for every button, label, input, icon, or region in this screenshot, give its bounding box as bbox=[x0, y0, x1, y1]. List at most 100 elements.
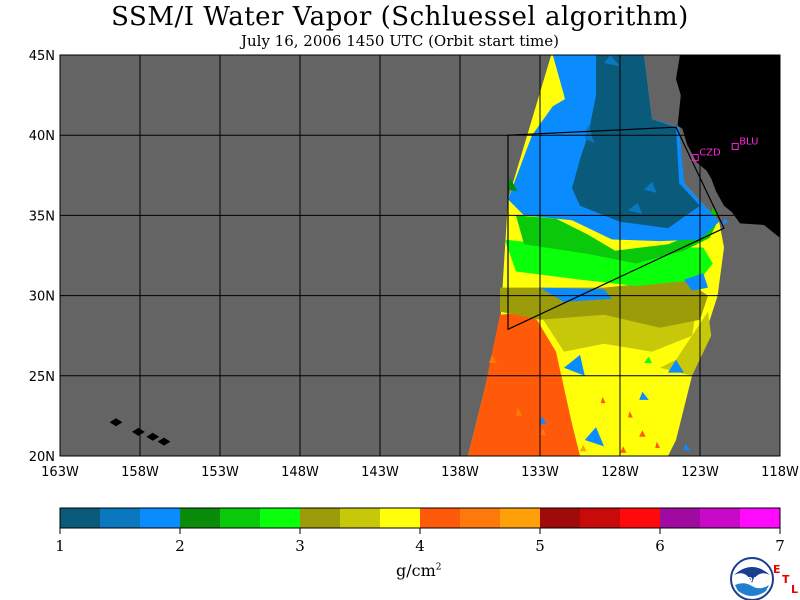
lat-lon-grid bbox=[60, 55, 780, 456]
colorbar-swatch-6 bbox=[300, 508, 341, 528]
swath-band-32 bbox=[584, 124, 595, 144]
swath-band-14 bbox=[644, 356, 652, 363]
swath-band-17 bbox=[684, 443, 691, 452]
x-tick-153W: 153W bbox=[201, 465, 239, 480]
colorbar-swatch-16 bbox=[700, 508, 741, 528]
colorbar-swatch-9 bbox=[420, 508, 461, 528]
colorbar-swatch-10 bbox=[460, 508, 501, 528]
island-3 bbox=[132, 427, 145, 436]
swath-band-22 bbox=[516, 407, 523, 416]
station-label-blu: BLU bbox=[739, 136, 758, 147]
swath-band-1 bbox=[468, 311, 580, 456]
swath-band-25 bbox=[620, 446, 627, 453]
x-tick-163W: 163W bbox=[41, 465, 79, 480]
y-tick-30N: 30N bbox=[29, 290, 55, 305]
y-axis-ticks: 45N 40N 35N 30N 25N 20N bbox=[29, 49, 55, 465]
swath-band-5 bbox=[504, 239, 713, 286]
colorbar-swatch-5 bbox=[260, 508, 301, 528]
colorbar-units-exponent: 2 bbox=[435, 562, 442, 573]
colorbar-swatch-13 bbox=[580, 508, 621, 528]
x-axis-ticks: 163W 158W 153W 148W 143W 138W 133W 128W 123W 118W bbox=[41, 465, 799, 480]
etl-badge-e: E bbox=[773, 563, 781, 576]
colorbar-swatch-8 bbox=[380, 508, 421, 528]
x-tick-133W: 133W bbox=[521, 465, 559, 480]
swath-band-4 bbox=[660, 311, 712, 376]
chart-subtitle: July 16, 2006 1450 UTC (Orbit start time… bbox=[240, 32, 560, 50]
colorbar-units-text: g/cm bbox=[396, 561, 436, 580]
swath-band-6 bbox=[516, 215, 716, 264]
island-0 bbox=[157, 437, 171, 446]
colorbar-tick-6: 6 bbox=[655, 537, 665, 555]
swath-band-10 bbox=[684, 273, 708, 291]
colorbar-swatch-12 bbox=[540, 508, 581, 528]
x-tick-118W: 118W bbox=[761, 465, 799, 480]
etl-badge-t: T bbox=[782, 573, 790, 586]
swath-band-28 bbox=[628, 411, 633, 418]
station-marker-czd bbox=[691, 154, 699, 162]
x-tick-128W: 128W bbox=[601, 465, 639, 480]
swath-band-35 bbox=[644, 181, 657, 193]
y-tick-35N: 35N bbox=[29, 209, 55, 224]
swath-band-13 bbox=[668, 359, 684, 373]
swath-band-31 bbox=[572, 55, 700, 229]
colorbar-swatch-7 bbox=[340, 508, 381, 528]
outlined-region bbox=[507, 126, 725, 331]
island-4 bbox=[109, 418, 123, 427]
colorbar-swatch-4 bbox=[220, 508, 261, 528]
swath-band-24 bbox=[580, 444, 587, 452]
swath-band-26 bbox=[639, 430, 646, 437]
station-label-czd: CZD bbox=[699, 148, 721, 159]
etl-badge-l: L bbox=[791, 583, 799, 596]
swath-band-21 bbox=[488, 354, 497, 363]
plot-frame bbox=[59, 54, 781, 457]
swath-band-16 bbox=[722, 218, 729, 225]
colorbar-swatch-2 bbox=[140, 508, 181, 528]
swath-band-20 bbox=[572, 55, 579, 68]
x-tick-158W: 158W bbox=[121, 465, 159, 480]
swath-band-8 bbox=[540, 287, 612, 302]
x-tick-123W: 123W bbox=[681, 465, 719, 480]
colorbar-ticks: 1 2 3 4 5 6 7 bbox=[55, 528, 785, 555]
y-tick-25N: 25N bbox=[29, 370, 55, 385]
x-tick-138W: 138W bbox=[441, 465, 479, 480]
colorbar-tick-4: 4 bbox=[415, 537, 425, 555]
colorbar-units: g/cm2 bbox=[396, 561, 442, 580]
colorbar-tick-7: 7 bbox=[775, 537, 785, 555]
colorbar-swatch-15 bbox=[660, 508, 701, 528]
noaa-logo-wave bbox=[735, 583, 769, 596]
coastline-land bbox=[676, 55, 780, 238]
colorbar bbox=[59, 507, 781, 529]
swath-band-12 bbox=[584, 427, 604, 447]
stations: CZD BLU bbox=[691, 136, 758, 162]
y-tick-20N: 20N bbox=[29, 450, 55, 465]
swath-band-23 bbox=[540, 428, 547, 436]
x-tick-143W: 143W bbox=[361, 465, 399, 480]
noaa-logo-text: NOAA bbox=[741, 576, 764, 584]
swath-band-33 bbox=[604, 55, 620, 67]
swath-band-36 bbox=[508, 176, 518, 192]
swath-band-11 bbox=[564, 354, 585, 376]
colorbar-tick-1: 1 bbox=[55, 537, 65, 555]
colorbar-tick-2: 2 bbox=[175, 537, 185, 555]
colorbar-tick-5: 5 bbox=[535, 537, 545, 555]
noaa-logo: NOAA bbox=[730, 557, 774, 600]
colorbar-swatch-1 bbox=[100, 508, 141, 528]
noaa-logo-bird bbox=[734, 567, 770, 583]
swath-band-34 bbox=[628, 202, 643, 214]
colorbar-tick-3: 3 bbox=[295, 537, 305, 555]
chart-title: SSM/I Water Vapor (Schluessel algorithm) bbox=[111, 2, 689, 32]
region-outline bbox=[507, 126, 725, 331]
swath-band-27 bbox=[600, 396, 606, 404]
island-1 bbox=[146, 432, 160, 441]
colorbar-swatch-11 bbox=[500, 508, 541, 528]
land-mask bbox=[109, 55, 780, 456]
y-tick-40N: 40N bbox=[29, 129, 55, 144]
colorbar-swatch-3 bbox=[180, 508, 221, 528]
y-tick-45N: 45N bbox=[29, 49, 55, 64]
station-marker-blu bbox=[731, 142, 739, 150]
x-tick-148W: 148W bbox=[281, 465, 319, 480]
swath-band-18 bbox=[540, 415, 547, 424]
colorbar-swatch-14 bbox=[620, 508, 661, 528]
swath-band-29 bbox=[655, 441, 660, 448]
